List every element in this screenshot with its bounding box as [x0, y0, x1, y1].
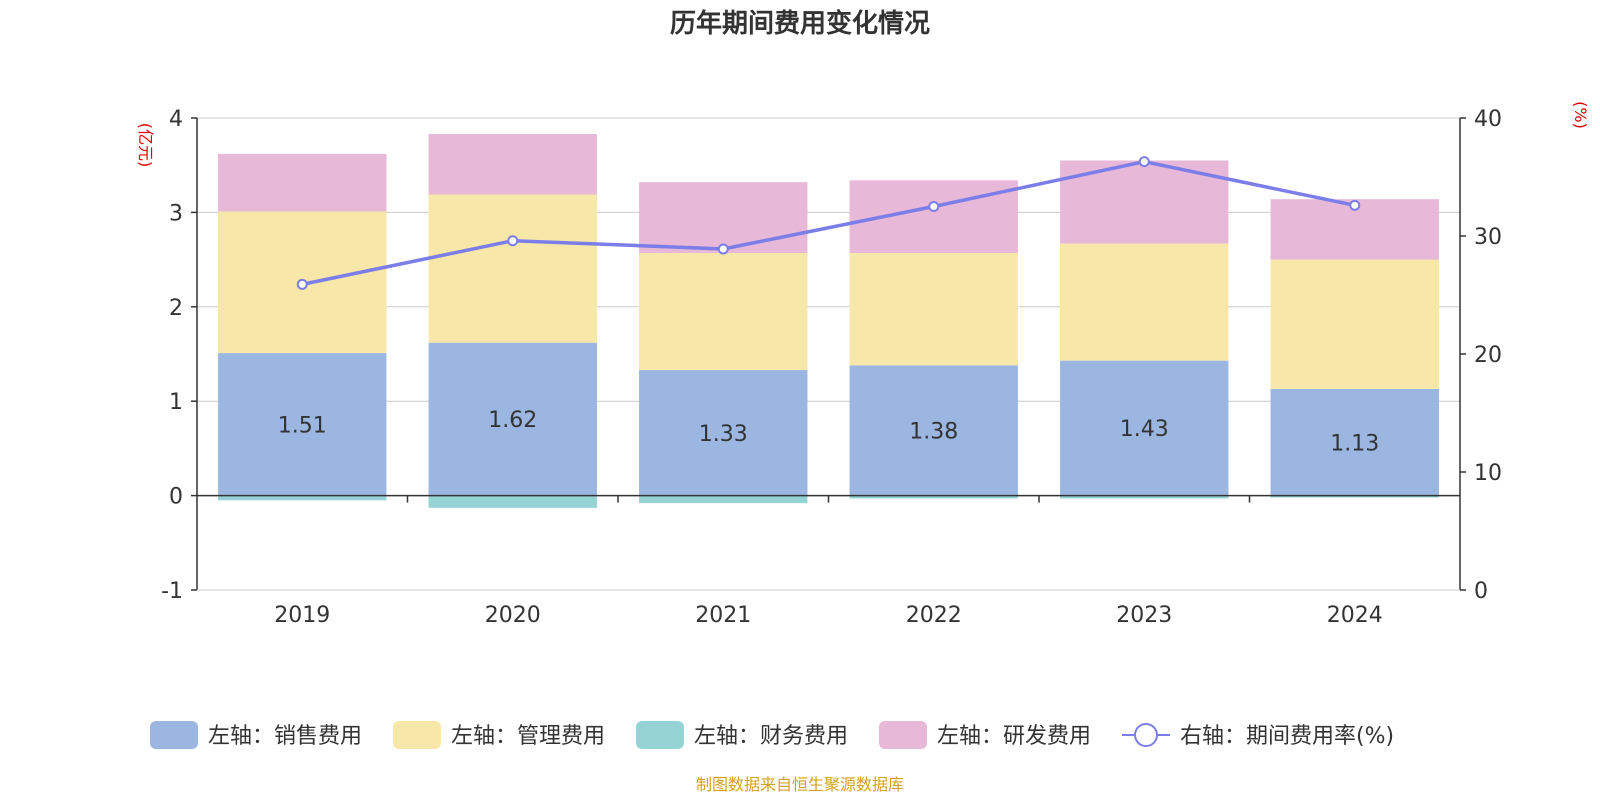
bar-s0-2022	[849, 365, 1018, 496]
bar-s0-2020	[428, 342, 597, 496]
left-tick-label: 1	[169, 390, 183, 415]
bar-s1-2022	[849, 252, 1018, 366]
legend-swatch-1	[393, 721, 441, 749]
left-tick-label: 2	[169, 296, 183, 321]
legend-label: 左轴：管理费用	[451, 724, 605, 749]
rate-point-2022	[928, 201, 940, 212]
data-label: 1.38	[909, 419, 958, 444]
bar-s2-2024	[1270, 495, 1439, 498]
legend-label: 左轴：财务费用	[694, 724, 848, 749]
rate-line-path	[301, 159, 1356, 287]
right-tick-label: 10	[1474, 461, 1502, 486]
bar-s1-2024	[1270, 259, 1439, 389]
bar-s1-2021	[639, 252, 808, 371]
x-tick-label: 2024	[1327, 603, 1383, 628]
x-tick-label: 2021	[695, 603, 751, 628]
bar-s3-2019	[218, 153, 387, 212]
legend-label: 左轴：研发费用	[937, 724, 1091, 749]
left-tick-label: -1	[161, 579, 183, 604]
bar-s3-2020	[428, 134, 597, 195]
rate-point-2023	[1138, 156, 1150, 168]
bars	[218, 134, 1439, 508]
chart-title: 历年期间费用变化情况	[670, 8, 930, 39]
left-tick-label: 3	[169, 201, 183, 226]
bar-s0-2024	[1270, 388, 1439, 496]
right-tick-label: 20	[1474, 343, 1502, 368]
bar-s2-2022	[849, 495, 1018, 499]
right-tick-label: 0	[1474, 579, 1488, 604]
rate-point-2024	[1349, 199, 1361, 211]
x-tick-label: 2022	[906, 603, 962, 628]
source-note: 制图数据来自恒生聚源数据库	[696, 775, 904, 794]
legend-label: 左轴：销售费用	[208, 724, 362, 749]
data-label: 1.43	[1120, 417, 1169, 442]
legend-swatch-0	[150, 721, 198, 749]
x-tick-label: 2020	[485, 603, 541, 628]
left-tick-label: 4	[169, 107, 183, 132]
bar-s2-2020	[428, 495, 597, 508]
bar-s0-2019	[218, 353, 387, 496]
data-label: 1.62	[488, 408, 537, 433]
left-tick-label: 0	[169, 485, 183, 510]
data-label: 1.51	[278, 413, 327, 438]
legend-swatch-3	[879, 721, 927, 749]
x-tick-label: 2023	[1116, 603, 1172, 628]
x-tick-label: 2019	[274, 603, 330, 628]
right-tick-label: 40	[1474, 107, 1502, 132]
legend-marker-4	[1134, 723, 1158, 747]
bar-s2-2023	[1060, 495, 1229, 499]
rate-line	[296, 156, 1361, 290]
left-axis-unit: (亿元)	[136, 123, 155, 168]
legend-swatch-2	[636, 721, 684, 749]
bar-s1-2023	[1060, 243, 1229, 361]
bar-s0-2023	[1060, 360, 1229, 496]
right-tick-label: 30	[1474, 225, 1502, 250]
bar-s1-2020	[428, 194, 597, 343]
rate-point-2020	[507, 235, 519, 247]
bar-s2-2019	[218, 495, 387, 501]
legend: 左轴：销售费用 左轴：管理费用 左轴：财务费用 左轴：研发费用 右轴：期间费用率(%)	[150, 721, 1394, 749]
data-labels: 1.51 1.62 1.33 1.38 1.43 1.13	[278, 408, 1379, 456]
right-axis-unit: (%)	[1571, 101, 1590, 129]
rate-point-2019	[296, 278, 308, 290]
data-label: 1.33	[699, 422, 748, 447]
rate-point-2021	[717, 243, 729, 255]
legend-label: 右轴：期间费用率(%)	[1180, 724, 1394, 749]
bar-s0-2021	[639, 370, 808, 496]
bar-s2-2021	[639, 495, 808, 504]
bar-s3-2021	[639, 182, 808, 253]
data-label: 1.13	[1330, 431, 1379, 456]
